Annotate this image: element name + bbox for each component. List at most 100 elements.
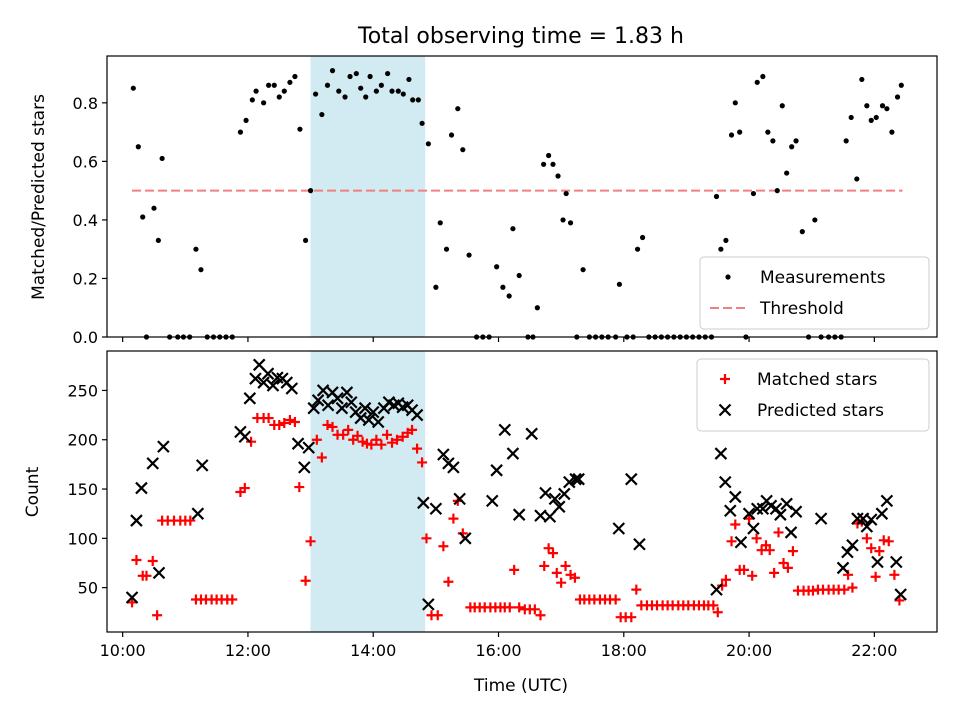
- predicted-point: [625, 472, 638, 486]
- matched-point: [787, 546, 798, 557]
- predicted-point: [710, 583, 723, 596]
- measurement-point: [419, 120, 425, 126]
- matched-point: [131, 555, 142, 566]
- measurement-point: [580, 267, 586, 273]
- matched-point: [300, 575, 311, 586]
- predicted-point: [191, 507, 205, 520]
- predicted-point: [498, 423, 512, 437]
- legend-label: Predicted stars: [757, 401, 884, 421]
- predicted-point: [311, 394, 325, 407]
- matched-point: [551, 567, 562, 578]
- measurement-point: [455, 106, 461, 112]
- legend-marker-dot: [725, 274, 731, 280]
- matched-point: [874, 546, 885, 557]
- x-tick-label: 18:00: [601, 641, 647, 660]
- predicted-point: [572, 472, 585, 486]
- measurement-point: [770, 138, 776, 144]
- top-y-tick-label: 0.6: [73, 152, 98, 171]
- predicted-point: [152, 566, 166, 580]
- predicted-point: [331, 392, 344, 405]
- matched-point: [338, 429, 349, 440]
- measurement-point: [754, 79, 760, 85]
- measurement-point: [560, 217, 566, 223]
- measurement-point: [466, 252, 472, 258]
- predicted-point: [459, 532, 472, 545]
- measurement-point: [718, 246, 724, 252]
- measurement-point: [287, 79, 293, 85]
- measurement-point: [353, 70, 359, 77]
- matched-point: [764, 545, 775, 556]
- matched-point: [366, 439, 377, 450]
- measurement-point: [546, 152, 552, 159]
- legend-label: Measurements: [760, 268, 886, 288]
- matched-point: [289, 416, 300, 427]
- predicted-point: [490, 464, 503, 477]
- x-tick-label: 20:00: [726, 641, 772, 660]
- matched-point: [382, 429, 393, 440]
- matched-point: [889, 569, 900, 580]
- matched-point: [407, 424, 418, 435]
- legend-frame: [699, 256, 930, 330]
- top-y-tick-label: 0.8: [73, 94, 98, 113]
- matched-point: [141, 570, 152, 581]
- measurement-point: [292, 73, 298, 80]
- matched-point: [412, 443, 423, 454]
- measurement-point: [342, 94, 348, 100]
- matched-point: [751, 533, 762, 544]
- measurement-point: [567, 220, 574, 226]
- measurement-point: [358, 85, 364, 91]
- matched-point: [535, 610, 546, 621]
- measurement-point: [510, 226, 516, 232]
- measurement-point: [266, 82, 272, 88]
- bottom-legend: Matched stars Predicted stars: [696, 358, 930, 432]
- predicted-point: [146, 457, 160, 470]
- matched-point: [843, 569, 854, 580]
- predicted-point: [789, 505, 803, 518]
- measurement-point: [249, 97, 255, 103]
- measurement-point: [555, 173, 561, 179]
- measurement-point: [774, 188, 780, 194]
- predicted-point: [316, 384, 330, 397]
- matched-point: [569, 572, 580, 583]
- measurement-point: [784, 170, 790, 176]
- predicted-point: [612, 522, 626, 535]
- measurement-point: [884, 106, 890, 112]
- matched-point: [739, 564, 750, 575]
- predicted-point: [880, 494, 894, 508]
- measurement-point: [750, 190, 757, 197]
- measurement-point: [443, 246, 450, 252]
- measurement-point: [494, 264, 500, 270]
- measurement-point: [799, 229, 805, 235]
- predicted-point: [860, 520, 874, 533]
- matched-point: [717, 580, 728, 591]
- matched-point: [438, 541, 449, 552]
- measurement-point: [324, 82, 331, 88]
- measurement-point: [812, 217, 818, 223]
- measurement-point: [395, 88, 401, 94]
- predicted-point: [747, 522, 760, 535]
- matched-point: [397, 431, 408, 442]
- predicted-point: [410, 408, 424, 422]
- matched-point: [311, 434, 322, 445]
- bottom-y-tick-label: 200: [67, 431, 98, 450]
- matched-point: [747, 570, 758, 581]
- matched-point: [448, 513, 459, 524]
- predicted-point: [362, 413, 376, 427]
- measurement-point: [261, 100, 267, 106]
- top-axes-frame: [106, 55, 938, 338]
- matched-point: [417, 457, 428, 468]
- measurement-point: [789, 144, 795, 150]
- measurement-point: [760, 73, 766, 80]
- legend-marker-plus: [720, 374, 730, 384]
- predicted-point: [485, 494, 499, 508]
- measurement-point: [765, 129, 771, 135]
- measurement-point: [516, 272, 522, 279]
- measurement-point: [373, 88, 379, 94]
- measurement-point: [889, 129, 895, 135]
- predicted-point: [125, 591, 139, 604]
- predicted-point: [238, 430, 252, 444]
- predicted-point: [291, 437, 305, 450]
- predicted-point: [756, 502, 770, 516]
- predicted-point: [130, 514, 143, 527]
- measurement-point: [410, 97, 416, 103]
